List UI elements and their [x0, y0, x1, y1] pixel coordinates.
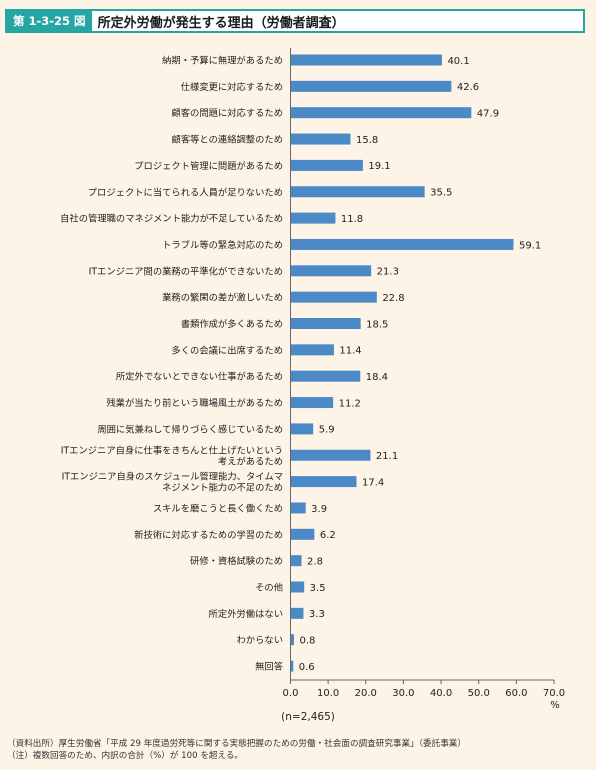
source-note: （資料出所）厚生労働省「平成 29 年度過労死等に関する実態把握のための労働・社… [7, 739, 466, 749]
value-label: 2.8 [307, 556, 323, 567]
category-label: ITエンジニア間の業務の平準化ができないため [89, 265, 283, 277]
tick-label: 10.0 [317, 688, 339, 699]
bar [291, 212, 336, 224]
value-label: 42.6 [457, 82, 479, 93]
category-label: プロジェクトに当てられる人員が足りないため [88, 186, 283, 198]
category-label: 新技術に対応するための学習のため [134, 529, 283, 541]
category-label: 書類作成が多くあるため [181, 318, 283, 330]
category-label: 研修・資格試験のため [190, 555, 283, 567]
category-label: 自社の管理職のマネジメント能力が不足しているため [60, 213, 283, 225]
category-label: 仕様変更に対応するため [181, 81, 283, 93]
value-label: 47.9 [477, 109, 499, 120]
value-label: 11.8 [341, 214, 363, 225]
tick-label: 70.0 [543, 688, 565, 699]
category-label: スキルを磨こうと長く働くため [153, 502, 283, 514]
tick-label: 60.0 [505, 688, 527, 699]
bar [291, 80, 452, 92]
category-label: わからない [237, 635, 284, 646]
footnote: （注）複数回答のため、内訳の合計（%）が 100 を超える。 [7, 751, 244, 761]
value-label: 15.8 [356, 135, 378, 146]
value-label: 0.8 [300, 636, 316, 647]
bar [291, 528, 315, 540]
figure-title-bar: 第 1-3-25 図 所定外労働が発生する理由（労働者調査） [5, 9, 585, 33]
value-label: 21.3 [377, 267, 399, 278]
value-label: 17.4 [362, 477, 384, 488]
bar [291, 476, 357, 488]
bar [291, 265, 372, 277]
category-label: 顧客の問題に対応するため [171, 107, 283, 119]
category-label: 無回答 [255, 661, 284, 673]
bar [291, 291, 377, 303]
tick-label: 20.0 [355, 688, 377, 699]
bar-chart: 納期・予算に無理があるため 40.1 仕様変更に対応するため 42.6 顧客の問題に対応… [60, 48, 565, 723]
figure-number: 第 1-3-25 図 [7, 11, 92, 31]
value-label: 21.1 [376, 451, 398, 462]
tick-label: 50.0 [468, 688, 490, 699]
category-label: 所定外労働はない [209, 608, 283, 620]
category-label: ITエンジニア自身のスケジュール管理能力、タイムマネジメント能力の不足のため [62, 471, 283, 494]
value-label: 40.1 [447, 56, 469, 67]
value-label: 5.9 [319, 425, 335, 436]
value-label: 18.5 [366, 319, 388, 330]
bar [291, 397, 334, 409]
value-label: 0.6 [299, 662, 315, 673]
bar [291, 423, 314, 435]
value-label: 18.4 [366, 372, 388, 383]
bar [291, 581, 305, 593]
bar [291, 54, 442, 66]
bar [291, 449, 371, 461]
value-label: 59.1 [519, 240, 541, 251]
value-label: 6.2 [320, 530, 336, 541]
figure-title: 所定外労働が発生する理由（労働者調査） [97, 15, 345, 31]
value-label: 11.4 [339, 346, 361, 357]
value-label: 35.5 [430, 188, 452, 199]
sample-size-label: (n=2,465) [281, 711, 335, 723]
bar [291, 318, 361, 329]
value-label: 3.3 [309, 609, 325, 620]
tick-label: 30.0 [392, 688, 414, 699]
bar [291, 159, 363, 171]
unit-label: % [550, 700, 560, 711]
bar [291, 238, 514, 250]
bar [291, 555, 302, 567]
category-label: その他 [255, 582, 283, 594]
bar [291, 370, 361, 382]
category-label: 業務の繁閑の差が激しいため [162, 292, 283, 304]
category-label: トラブル等の緊急対応のため [162, 239, 283, 251]
bar [291, 607, 304, 619]
bar [291, 634, 295, 646]
bar [291, 660, 294, 672]
notes: （資料出所）厚生労働省「平成 29 年度過労死等に関する実態把握のための労働・社… [7, 738, 466, 762]
category-label: 納期・予算に無理があるため [162, 55, 283, 67]
category-label: 所定外でないとできない仕事があるため [116, 371, 283, 383]
bar [291, 186, 425, 198]
value-label: 3.9 [311, 504, 327, 515]
bar [291, 502, 306, 514]
category-label: プロジェクト管理に問題があるため [134, 160, 283, 172]
category-label: 顧客等との連絡調整のため [172, 134, 283, 146]
bar [291, 133, 351, 145]
category-label: 多くの会議に出席するため [171, 344, 283, 356]
value-label: 11.2 [339, 398, 361, 409]
category-label: 残業が当たり前という職場風土があるため [106, 397, 283, 409]
tick-label: 0.0 [283, 688, 299, 699]
bar [291, 107, 472, 119]
category-label: 周囲に気兼ねして帰りづらく感じているため [97, 423, 283, 435]
value-label: 3.5 [310, 583, 326, 594]
value-label: 19.1 [368, 161, 390, 172]
bar [291, 344, 334, 356]
tick-label: 40.0 [430, 688, 452, 699]
category-label: ITエンジニア自身に仕事をきちんと仕上げたいという考えがあるため [61, 444, 283, 467]
value-label: 22.8 [382, 293, 404, 304]
